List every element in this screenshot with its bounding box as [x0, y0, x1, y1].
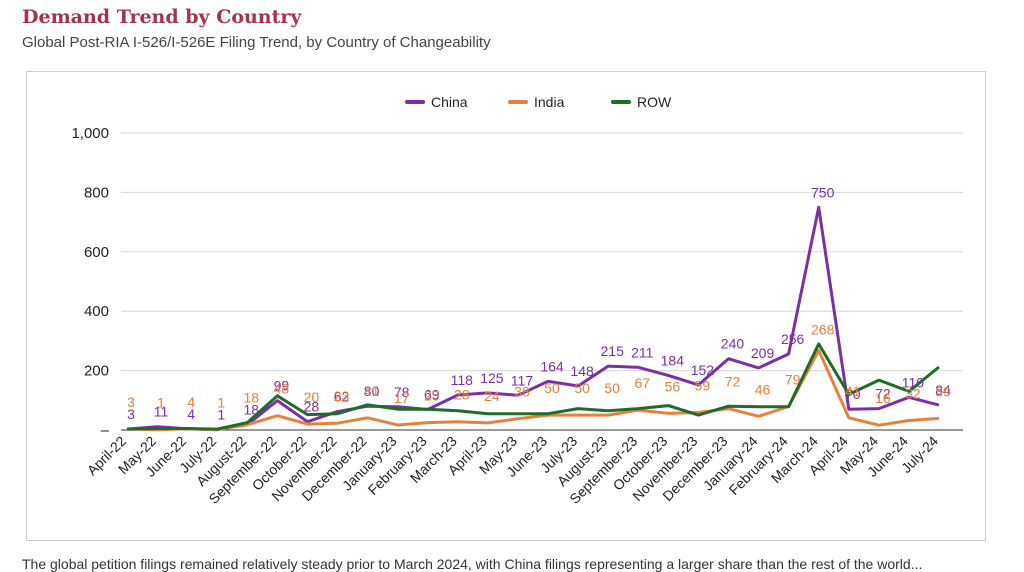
data-label-india: 3: [127, 394, 135, 410]
data-label-india: 46: [755, 381, 771, 397]
data-label-china: 99: [274, 378, 290, 394]
line-chart: –2004006008001,000April-22May-22June-22J…: [71, 94, 963, 507]
data-label-india: 1: [157, 395, 165, 411]
data-label-china: 69: [424, 387, 440, 403]
data-label-india: 23: [334, 388, 350, 404]
data-label-india: 4: [187, 394, 195, 410]
data-label-india: 28: [454, 387, 470, 403]
data-label-china: 28: [304, 399, 320, 415]
data-label-india: 79: [785, 372, 801, 388]
y-tick-label: 1,000: [71, 125, 109, 142]
data-label-china: 4: [187, 406, 195, 422]
y-tick-label: 200: [84, 363, 109, 380]
series-line-china: [126, 205, 940, 432]
data-label-india: 41: [845, 383, 861, 399]
data-label-china: 240: [721, 336, 745, 352]
data-label-india: 18: [244, 390, 260, 406]
page-title: Demand Trend by Country: [22, 6, 302, 28]
legend-label: China: [431, 94, 468, 110]
data-label-china: 80: [364, 383, 380, 399]
data-label-china: 110: [902, 374, 925, 390]
data-label-india: 24: [484, 388, 500, 404]
data-label-india: 1: [217, 395, 225, 411]
data-label-india: 72: [725, 374, 741, 390]
y-tick-label: 600: [84, 244, 109, 261]
data-label-india: 59: [695, 377, 711, 393]
data-label-india: 50: [604, 380, 620, 396]
data-label-china: 70: [845, 386, 861, 402]
data-label-china: 118: [451, 372, 474, 388]
data-label-india: 39: [935, 383, 951, 399]
data-label-india: 32: [905, 385, 921, 401]
data-label-india: 41: [364, 383, 380, 399]
data-label-china: 84: [935, 382, 951, 398]
y-tick-label: 400: [84, 303, 109, 320]
data-label-china: 209: [751, 345, 775, 361]
data-label-china: 750: [811, 184, 835, 200]
data-label-india: 25: [424, 388, 440, 404]
data-label-china: 11: [154, 404, 169, 420]
data-label-india: 48: [274, 381, 290, 397]
data-label-china: 72: [875, 386, 891, 402]
legend-label: ROW: [637, 94, 672, 110]
data-label-china: 211: [631, 344, 654, 360]
data-label-india: 50: [544, 380, 560, 396]
data-label-india: 67: [634, 375, 650, 391]
data-label-china: 117: [511, 372, 534, 388]
data-label-china: 184: [661, 352, 685, 368]
legend-label: India: [534, 94, 565, 110]
data-label-china: 256: [781, 331, 805, 347]
data-label-india: 20: [304, 389, 320, 405]
data-label-india: 50: [574, 380, 590, 396]
data-label-india: 56: [665, 378, 681, 394]
data-label-china: 62: [334, 389, 350, 405]
y-tick-label: 800: [84, 184, 109, 201]
data-label-india: 38: [514, 384, 530, 400]
data-label-china: 152: [691, 362, 715, 378]
data-label-china: 164: [540, 358, 564, 374]
footer-text: The global petition filings remained rel…: [22, 556, 923, 572]
data-label-china: 1: [217, 407, 225, 423]
data-label-india: 268: [811, 321, 835, 337]
data-label-china: 3: [127, 406, 135, 422]
data-label-china: 78: [394, 384, 410, 400]
series-line-row: [126, 342, 940, 431]
data-label-india: 17: [394, 390, 410, 406]
data-label-india: 16: [875, 390, 891, 406]
data-label-china: 18: [244, 402, 260, 418]
data-label-china: 125: [480, 370, 504, 386]
y-tick-label: –: [101, 422, 110, 439]
chart-frame: –200 400 600 800 1,000 April-22 May-22 June-22 J…: [26, 71, 986, 541]
page-subtitle: Global Post-RIA I-526/I-526E Filing Tren…: [22, 34, 491, 51]
data-label-china: 215: [601, 343, 625, 359]
data-label-china: 148: [570, 363, 594, 379]
